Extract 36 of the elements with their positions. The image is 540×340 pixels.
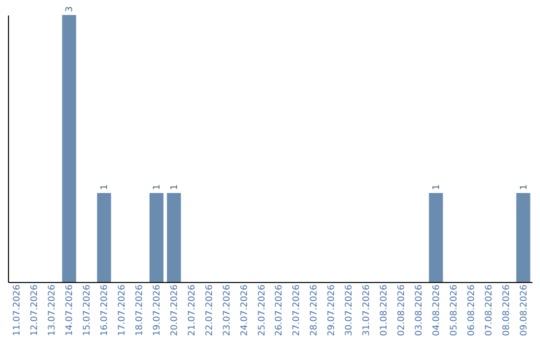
x-tick-label: 01.08.2026 xyxy=(380,284,390,336)
x-tick-label: 16.07.2026 xyxy=(100,284,110,336)
x-tick-label: 21.07.2026 xyxy=(187,284,198,336)
x-tick-label: 22.07.2026 xyxy=(204,284,215,336)
x-tick-label: 12.07.2026 xyxy=(30,284,40,336)
x-tick-label: 05.08.2026 xyxy=(449,284,460,336)
x-tick-label: 20.07.2026 xyxy=(170,284,180,336)
x-tick-label: 18.07.2026 xyxy=(135,284,145,336)
x-tick-label: 26.07.2026 xyxy=(274,284,285,336)
x-tick-label: 03.08.2026 xyxy=(414,284,424,336)
data-label: 1 xyxy=(170,184,180,190)
x-tick-label: 25.07.2026 xyxy=(257,284,268,336)
data-label: 1 xyxy=(519,184,530,190)
x-tick-label: 11.07.2026 xyxy=(12,284,23,336)
x-tick-label: 24.07.2026 xyxy=(240,284,250,336)
data-label: 1 xyxy=(152,184,162,190)
x-tick-label: 15.07.2026 xyxy=(82,284,93,336)
x-tick-label: 30.07.2026 xyxy=(344,284,355,336)
x-tick-label: 28.07.2026 xyxy=(310,284,320,336)
x-tick-label: 23.07.2026 xyxy=(222,284,232,336)
x-tick-label: 04.08.2026 xyxy=(432,284,442,336)
x-tick-label: 31.07.2026 xyxy=(362,284,372,336)
x-tick-label: 29.07.2026 xyxy=(327,284,338,336)
data-label: 1 xyxy=(100,184,110,190)
x-tick-label: 14.07.2026 xyxy=(65,284,76,336)
x-tick-label: 07.08.2026 xyxy=(484,284,494,336)
x-tick-label: 13.07.2026 xyxy=(48,284,58,336)
x-tick-label: 17.07.2026 xyxy=(118,284,128,336)
x-tick-label: 19.07.2026 xyxy=(152,284,162,336)
data-label: 3 xyxy=(65,6,76,12)
x-tick-label: 02.08.2026 xyxy=(397,284,407,336)
data-label: 1 xyxy=(432,184,442,190)
x-tick-label: 06.08.2026 xyxy=(466,284,477,336)
x-tick-label: 27.07.2026 xyxy=(292,284,302,336)
x-tick-label: 09.08.2026 xyxy=(519,284,530,336)
x-tick-label: 08.08.2026 xyxy=(502,284,512,336)
